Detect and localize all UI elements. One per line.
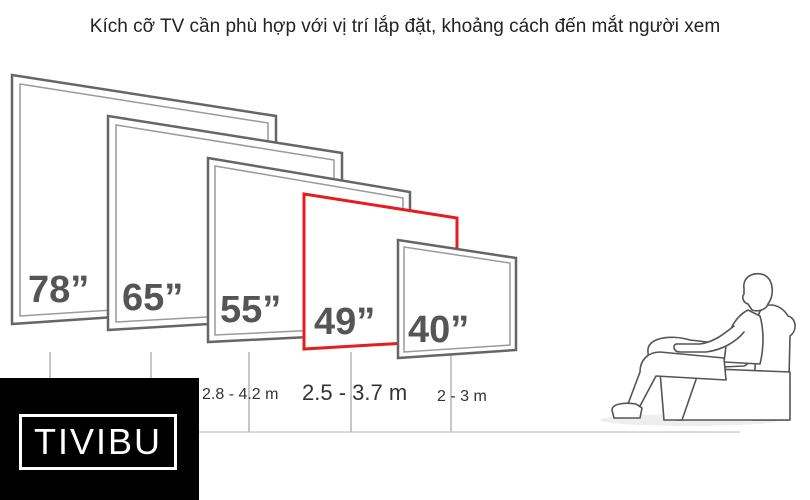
caption: Kích cỡ TV cần phù hợp với vị trí lắp đặ… — [89, 16, 721, 37]
viewer-head — [742, 272, 774, 312]
viewer-arm — [673, 325, 745, 353]
tivibu-logo: TIVIBU — [19, 414, 177, 470]
logo-block: TIVIBU — [0, 378, 199, 500]
viewer-foot — [611, 402, 643, 419]
tv-78-size-label: 78” — [28, 269, 89, 311]
tv-40: 40” — [396, 238, 518, 360]
tv-40-size-label: 40” — [408, 309, 469, 351]
distance-label-40: 2 - 3 m — [437, 388, 487, 405]
tv-65-size-label: 65” — [122, 277, 183, 319]
viewer-torso — [723, 309, 764, 365]
viewer-leg — [627, 351, 727, 407]
distance-label-55: 2.8 - 4.2 m — [202, 386, 278, 403]
tv-55-size-label: 55” — [220, 289, 281, 331]
distance-label-49: 2.5 - 3.7 m — [302, 380, 407, 405]
viewer-in-armchair-illustration — [611, 272, 796, 421]
tv-49-size-label: 49” — [314, 301, 375, 343]
